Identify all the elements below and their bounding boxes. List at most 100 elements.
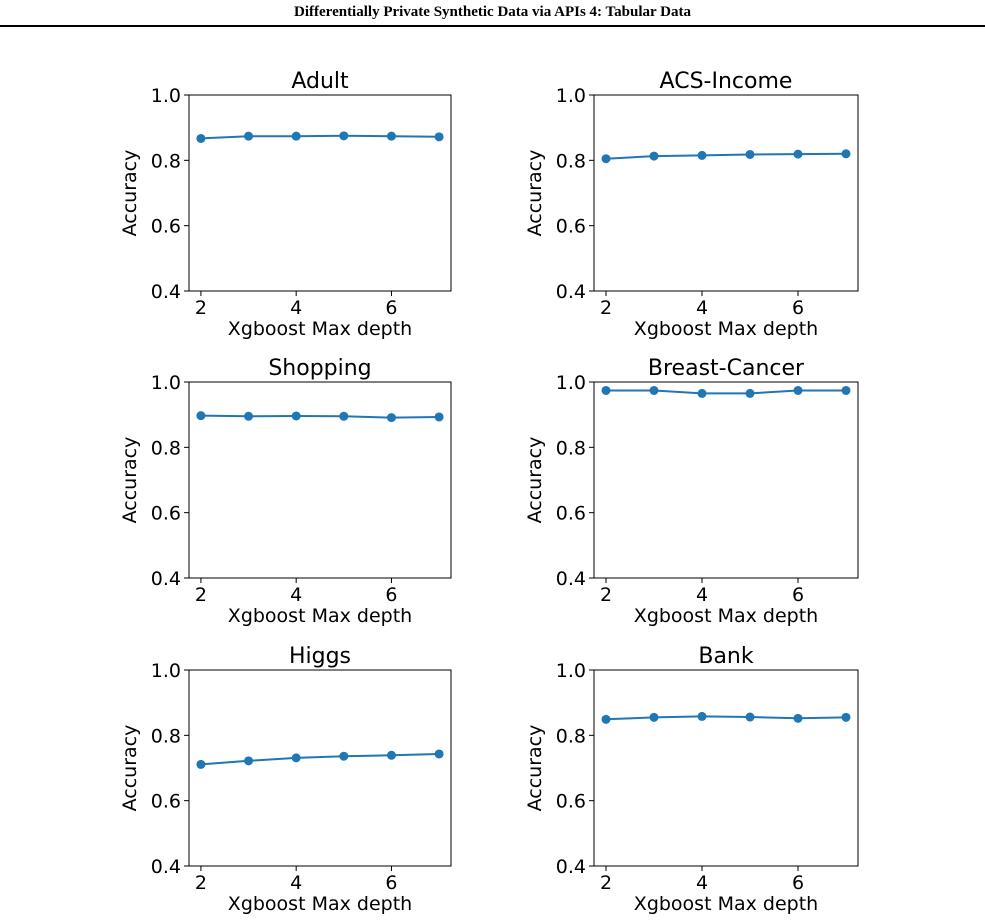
panel-5-data-point (291, 753, 301, 763)
panel-3-xlabel: Xgboost Max depth (228, 605, 412, 627)
panel-2-series-line (605, 152, 847, 160)
panel-1-data-point (339, 131, 349, 141)
panel-3-ytick-label: 0.8 (151, 437, 181, 459)
panel-5-data-point (244, 756, 254, 766)
panel-2-xtick-label: 2 (600, 297, 612, 319)
panel-3-xtick-label: 4 (290, 584, 302, 606)
panel-3-data-point (339, 411, 349, 421)
panel-1-ytick-label: 0.4 (151, 281, 181, 303)
panel-1-ylabel: Accuracy (119, 150, 141, 237)
panel-1-series-line (200, 134, 440, 140)
panel-3-title: Shopping (268, 356, 371, 381)
panel-5-axes-frame (188, 669, 452, 867)
panel-5-data-point (434, 749, 444, 759)
panel-3-series-line (200, 414, 440, 419)
panel-3-data-point (434, 412, 444, 422)
panel-1-data-point (244, 131, 254, 141)
panel-2-data-point (841, 149, 851, 159)
panel-5-ytick-label: 0.4 (151, 856, 181, 878)
page-header: Differentially Private Synthetic Data vi… (0, 0, 985, 27)
panel-3-data-point (244, 411, 254, 421)
panel-6-data-point (649, 712, 659, 722)
panel-6-ytick-label: 0.4 (556, 856, 586, 878)
panel-2-data-point (649, 151, 659, 161)
panel-5-series-line (200, 753, 440, 766)
panel-1-xlabel: Xgboost Max depth (228, 318, 412, 340)
panel-5-data-point (386, 750, 396, 760)
running-title: Differentially Private Synthetic Data vi… (294, 4, 691, 20)
panel-4-xtick-label: 4 (696, 584, 708, 606)
panel-2-data-point (745, 149, 755, 159)
panel-5-xtick-label: 4 (290, 872, 302, 894)
panel-4-data-point (793, 385, 803, 395)
panel-4-data-point (697, 388, 707, 398)
panel-1-data-point (291, 131, 301, 141)
panel-2-ytick-label: 0.4 (556, 281, 586, 303)
panel-2-data-point (601, 154, 611, 164)
panel-6-ytick-label: 0.6 (556, 791, 586, 813)
panel-3-ylabel: Accuracy (119, 437, 141, 524)
panel-2-title: ACS-Income (660, 69, 793, 94)
panel-4-axes-frame (593, 381, 859, 579)
panel-1-data-point (196, 133, 206, 143)
panel-1-data-point (434, 132, 444, 142)
panel-4-title: Breast-Cancer (648, 356, 805, 381)
panel-1-ytick-label: 0.6 (151, 216, 181, 238)
panel-4-ytick-label: 1.0 (556, 372, 586, 394)
panel-3-xtick-label: 2 (195, 584, 207, 606)
panel-6-xlabel: Xgboost Max depth (634, 893, 818, 915)
panel-6-data-point (841, 712, 851, 722)
panel-5-ytick-label: 1.0 (151, 660, 181, 682)
panel-5-ylabel: Accuracy (119, 725, 141, 812)
panel-3-data-point (291, 411, 301, 421)
panel-2-xlabel: Xgboost Max depth (634, 318, 818, 340)
panel-6-xtick-label: 6 (792, 872, 804, 894)
panel-1-axes-frame (188, 94, 452, 292)
panel-4-ytick-label: 0.8 (556, 437, 586, 459)
panel-5-ytick-label: 0.6 (151, 791, 181, 813)
panel-4-ytick-label: 0.4 (556, 568, 586, 590)
panel-3-data-point (196, 411, 206, 421)
panel-4-ylabel: Accuracy (524, 437, 546, 524)
panel-1-ytick-label: 1.0 (151, 85, 181, 107)
header-rule (0, 25, 985, 27)
panel-4-data-point (841, 385, 851, 395)
panel-5-xtick-label: 6 (385, 872, 397, 894)
panel-4-series-line (606, 389, 846, 395)
panel-6-title: Bank (698, 644, 754, 669)
panel-2-xtick-label: 4 (696, 297, 708, 319)
panel-6-data-point (601, 714, 611, 724)
panel-4-ytick-label: 0.6 (556, 503, 586, 525)
panel-4-xtick-label: 6 (792, 584, 804, 606)
panel-5-data-point (339, 751, 349, 761)
panel-4-xtick-label: 2 (600, 584, 612, 606)
panel-2-ytick-label: 1.0 (556, 85, 586, 107)
panel-6-xtick-label: 4 (696, 872, 708, 894)
panel-6-ytick-label: 1.0 (556, 660, 586, 682)
panel-3-axes-frame (188, 381, 452, 579)
panel-5-ytick-label: 0.8 (151, 725, 181, 747)
panel-6-data-point (793, 713, 803, 723)
panel-4-xlabel: Xgboost Max depth (634, 605, 818, 627)
panel-4-data-point (745, 388, 755, 398)
panel-1-xtick-label: 6 (385, 297, 397, 319)
panel-1-data-point (386, 131, 396, 141)
panel-6-ylabel: Accuracy (524, 725, 546, 812)
panel-5-xlabel: Xgboost Max depth (228, 893, 412, 915)
panel-5-xtick-label: 2 (195, 872, 207, 894)
panel-5-title: Higgs (289, 644, 351, 669)
panel-1-ytick-label: 0.8 (151, 150, 181, 172)
panel-4-data-point (601, 385, 611, 395)
panel-1-title: Adult (291, 69, 349, 94)
panel-6-axes-frame (593, 669, 859, 867)
panel-3-ytick-label: 0.4 (151, 568, 181, 590)
panel-6-data-point (697, 711, 707, 721)
panel-5-data-point (196, 759, 206, 769)
panel-6-xtick-label: 2 (600, 872, 612, 894)
